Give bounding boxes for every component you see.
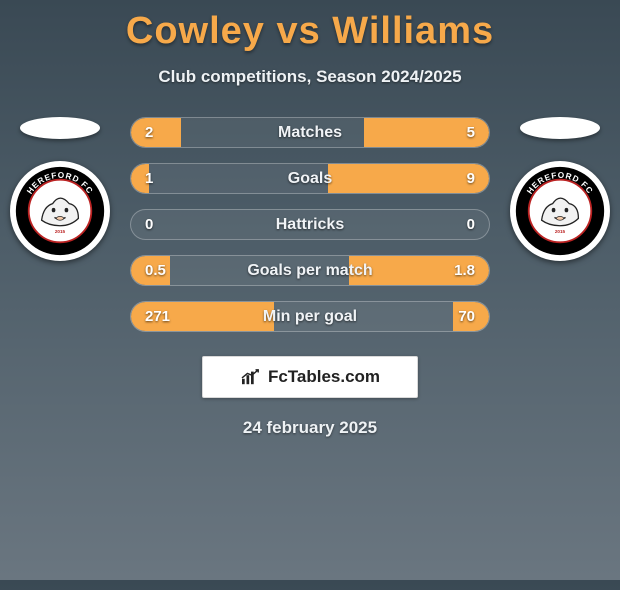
stat-value-right: 9 (429, 170, 489, 187)
stat-value-right: 0 (429, 216, 489, 233)
stat-row-goals: 1 Goals 9 (130, 163, 490, 194)
right-flag-icon (520, 117, 600, 139)
stat-value-left: 1 (131, 170, 191, 187)
page-title: Cowley vs Williams (0, 10, 620, 53)
left-club-crest: HEREFORD FC FOREVER UNITED 2015 (10, 161, 110, 261)
stat-value-right: 70 (429, 308, 489, 325)
crest-icon: HEREFORD FC FOREVER UNITED 2015 (14, 165, 106, 257)
left-flag-icon (20, 117, 100, 139)
left-player-column: HEREFORD FC FOREVER UNITED 2015 (0, 117, 120, 261)
crest-icon: HEREFORD FC FOREVER UNITED 2015 (514, 165, 606, 257)
stat-value-left: 0.5 (131, 262, 191, 279)
stat-label: Goals per match (191, 262, 429, 280)
stat-label: Min per goal (191, 308, 429, 326)
right-club-crest: HEREFORD FC FOREVER UNITED 2015 (510, 161, 610, 261)
stat-value-left: 2 (131, 124, 191, 141)
stat-row-hattricks: 0 Hattricks 0 (130, 209, 490, 240)
right-player-column: HEREFORD FC FOREVER UNITED 2015 (500, 117, 620, 261)
svg-text:2015: 2015 (555, 229, 566, 234)
svg-text:2015: 2015 (55, 229, 66, 234)
comparison-panel: HEREFORD FC FOREVER UNITED 2015 2 Matche… (0, 117, 620, 332)
stat-value-right: 5 (429, 124, 489, 141)
stat-value-left: 271 (131, 308, 191, 325)
brand-link[interactable]: FcTables.com (202, 356, 418, 398)
stat-value-right: 1.8 (429, 262, 489, 279)
stat-row-mpg: 271 Min per goal 70 (130, 301, 490, 332)
stat-row-matches: 2 Matches 5 (130, 117, 490, 148)
stat-value-left: 0 (131, 216, 191, 233)
chart-icon (240, 368, 262, 386)
stat-label: Hattricks (191, 216, 429, 234)
stats-bars: 2 Matches 5 1 Goals 9 0 Hattricks 0 0.5 … (120, 117, 500, 332)
stat-label: Matches (191, 124, 429, 142)
stat-label: Goals (191, 170, 429, 188)
subtitle: Club competitions, Season 2024/2025 (0, 67, 620, 87)
brand-text: FcTables.com (268, 367, 380, 387)
date-label: 24 february 2025 (0, 418, 620, 438)
stat-row-gpm: 0.5 Goals per match 1.8 (130, 255, 490, 286)
